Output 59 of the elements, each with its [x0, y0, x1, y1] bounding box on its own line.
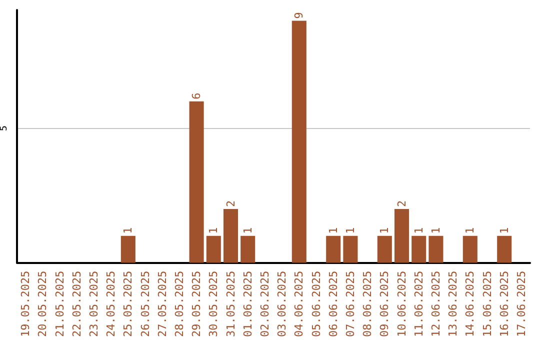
bar: [223, 208, 238, 263]
bar: [462, 236, 478, 263]
x-tick-label: 13.06.2025: [446, 270, 460, 338]
bar: [343, 236, 358, 263]
data-label: 6: [190, 92, 204, 100]
x-tick-label: 26.05.2025: [138, 270, 152, 338]
x-tick-label: 04.06.2025: [292, 270, 306, 338]
data-label: 1: [464, 227, 477, 234]
x-tick-label: 29.05.2025: [190, 270, 204, 338]
bar: [326, 236, 341, 263]
x-tick-label: 02.06.2025: [258, 270, 272, 338]
bar: [497, 236, 512, 263]
x-tick-label: 25.05.2025: [122, 270, 135, 338]
x-tick-label: 12.06.2025: [429, 270, 442, 338]
x-tick-label: 17.06.2025: [514, 270, 528, 338]
bar: [120, 236, 136, 263]
data-label: 1: [207, 227, 220, 234]
data-label: 1: [412, 227, 426, 234]
x-tick-label: 06.06.2025: [326, 270, 340, 338]
data-label: 9: [292, 12, 306, 19]
y-tick-label: 5: [0, 126, 10, 132]
x-tick-label: 14.06.2025: [464, 270, 477, 338]
x-tick-label: 27.05.2025: [156, 270, 169, 338]
x-tick-label: 28.05.2025: [172, 270, 186, 338]
data-label: 1: [326, 227, 340, 234]
x-tick-label: 20.05.2025: [36, 270, 50, 338]
x-tick-label: 24.05.2025: [104, 270, 118, 338]
bar: [428, 236, 444, 263]
data-label: 1: [122, 227, 135, 234]
x-tick-label: 19.05.2025: [19, 270, 32, 338]
x-tick-label: 11.06.2025: [412, 270, 426, 338]
x-tick-label: 22.05.2025: [70, 270, 84, 338]
x-tick-label: 15.06.2025: [480, 270, 494, 338]
x-tick-label: 23.05.2025: [87, 270, 100, 338]
x-tick-label: 07.06.2025: [344, 270, 357, 338]
bar: [189, 101, 204, 263]
x-tick-label: 08.06.2025: [361, 270, 374, 338]
bar: [240, 236, 256, 263]
data-label: 2: [395, 200, 408, 207]
x-tick-label: 09.06.2025: [378, 270, 392, 338]
bar: [377, 236, 392, 263]
x-tick-label: 03.06.2025: [276, 270, 289, 338]
data-label: 2: [224, 200, 238, 207]
data-label: 1: [241, 227, 254, 234]
x-tick-label: 21.05.2025: [53, 270, 66, 338]
x-tick-label: 30.05.2025: [207, 270, 220, 338]
data-label: 1: [378, 227, 392, 234]
x-tick-label: 01.06.2025: [241, 270, 254, 338]
bar: [292, 20, 306, 263]
x-tick-label: 16.06.2025: [498, 270, 511, 338]
bar: [412, 236, 426, 263]
bar: [394, 208, 410, 263]
x-tick-label: 10.06.2025: [395, 270, 408, 338]
x-tick-label: 05.06.2025: [310, 270, 323, 338]
bar: [206, 236, 221, 263]
data-label: 1: [498, 227, 511, 234]
x-tick-label: 31.05.2025: [224, 270, 238, 338]
data-label: 1: [344, 227, 357, 234]
data-label: 1: [429, 227, 442, 234]
